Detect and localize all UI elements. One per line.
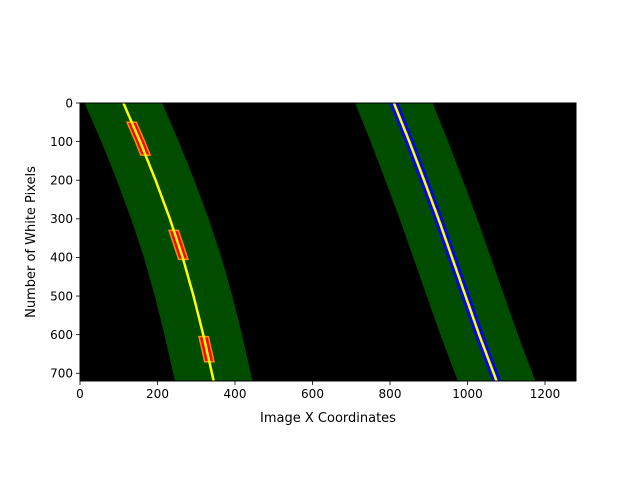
right-lane-fit-line [392,103,498,381]
y-tick-label: 600 [50,328,73,342]
y-tick-label: 0 [65,96,73,110]
x-tick-label: 1000 [452,387,483,401]
left-lane-fit-line [122,103,215,381]
y-tick-label: 400 [50,251,73,265]
left-search-window [84,103,253,381]
y-tick-label: 700 [50,367,73,381]
x-tick-label: 400 [224,387,247,401]
plot-frame [79,102,577,382]
x-tick-label: 0 [76,387,84,401]
plot-layer [84,103,536,381]
x-tick-label: 1200 [530,387,561,401]
y-tick-label: 100 [50,135,73,149]
y-axis-ticks: 0 100 200 300 400 500 600 700 [50,96,80,381]
y-tick-label: 200 [50,174,73,188]
x-tick-label: 200 [146,387,169,401]
x-tick-label: 800 [379,387,402,401]
x-tick-label: 600 [301,387,324,401]
x-axis-label: Image X Coordinates [260,411,396,426]
y-tick-label: 300 [50,212,73,226]
y-tick-label: 500 [50,289,73,303]
right-lane-pixel-band [389,103,502,381]
y-axis-label: Number of White Pixels [24,166,39,318]
x-axis-ticks: 0 200 400 600 800 1000 1200 [76,381,560,401]
